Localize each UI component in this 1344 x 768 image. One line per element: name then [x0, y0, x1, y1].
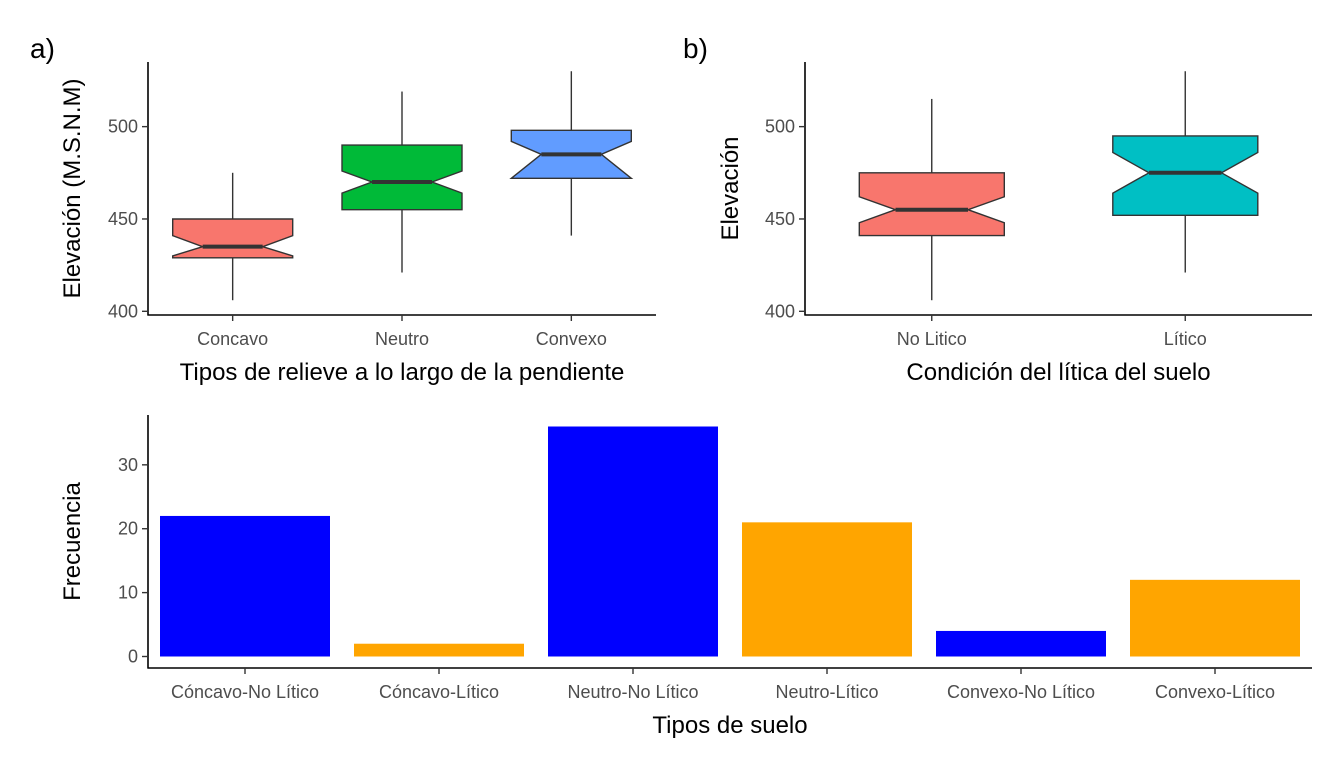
y-tick-label: 400 — [108, 301, 138, 321]
x-tick-label-convexo-litico: Convexo-Lítico — [1155, 682, 1275, 702]
bar-neutro-litico — [742, 522, 912, 657]
box-no-litico — [858, 172, 1005, 237]
y-tick-label: 450 — [765, 209, 795, 229]
x-tick-label-concavo-no-litico: Cóncavo-No Lítico — [171, 682, 319, 702]
y-tick-label: 30 — [118, 455, 138, 475]
x-tick-label-concavo: Concavo — [197, 329, 268, 349]
x-tick-label-convexo-no-litico: Convexo-No Lítico — [947, 682, 1095, 702]
y-tick-label: 500 — [765, 117, 795, 137]
panel-c-bar-chart: 0 10 20 30 Cóncavo-No Lítico Cóncavo-Lítico Ne… — [59, 415, 1312, 739]
x-tick-label-litico: Lítico — [1164, 329, 1207, 349]
x-axis-title: Tipos de relieve a lo largo de la pendie… — [180, 359, 625, 386]
x-axis-title: Tipos de suelo — [652, 712, 807, 739]
bar-convexo-no-litico — [936, 630, 1106, 657]
y-axis-title: Elevación — [717, 136, 744, 240]
panel-b-label: b) — [683, 33, 708, 64]
box-concavo — [171, 218, 294, 259]
x-tick-label-no-litico: No Litico — [897, 329, 967, 349]
x-tick-label-convexo: Convexo — [536, 329, 607, 349]
y-tick-label: 400 — [765, 301, 795, 321]
box-neutro — [341, 144, 463, 211]
box-litico — [1112, 135, 1259, 217]
x-tick-label-concavo-litico: Cóncavo-Lítico — [379, 682, 499, 702]
bar-concavo-litico — [354, 643, 524, 657]
x-tick-label-neutro-no-litico: Neutro-No Lítico — [567, 682, 698, 702]
x-tick-label-neutro: Neutro — [375, 329, 429, 349]
x-axis-title: Condición del lítica del suelo — [906, 359, 1210, 386]
panel-a-boxplot: 400 450 500 Concavo Neutro Convexo Tipos de re… — [59, 62, 656, 386]
y-axis-title: Frecuencia — [59, 481, 86, 600]
y-tick-label: 20 — [118, 519, 138, 539]
y-axis-title: Elevación (M.S.N.M) — [59, 78, 86, 298]
panel-b-boxplot: 400 450 500 No Litico Lítico Condición del lí… — [717, 62, 1312, 386]
y-tick-label: 500 — [108, 117, 138, 137]
bar-neutro-no-litico — [548, 426, 718, 657]
bar-convexo-litico — [1130, 579, 1300, 657]
y-tick-label: 10 — [118, 583, 138, 603]
x-tick-label-neutro-litico: Neutro-Lítico — [775, 682, 878, 702]
bar-concavo-no-litico — [160, 515, 330, 657]
y-tick-label: 0 — [128, 647, 138, 667]
y-tick-label: 450 — [108, 209, 138, 229]
panel-a-label: a) — [30, 33, 55, 64]
